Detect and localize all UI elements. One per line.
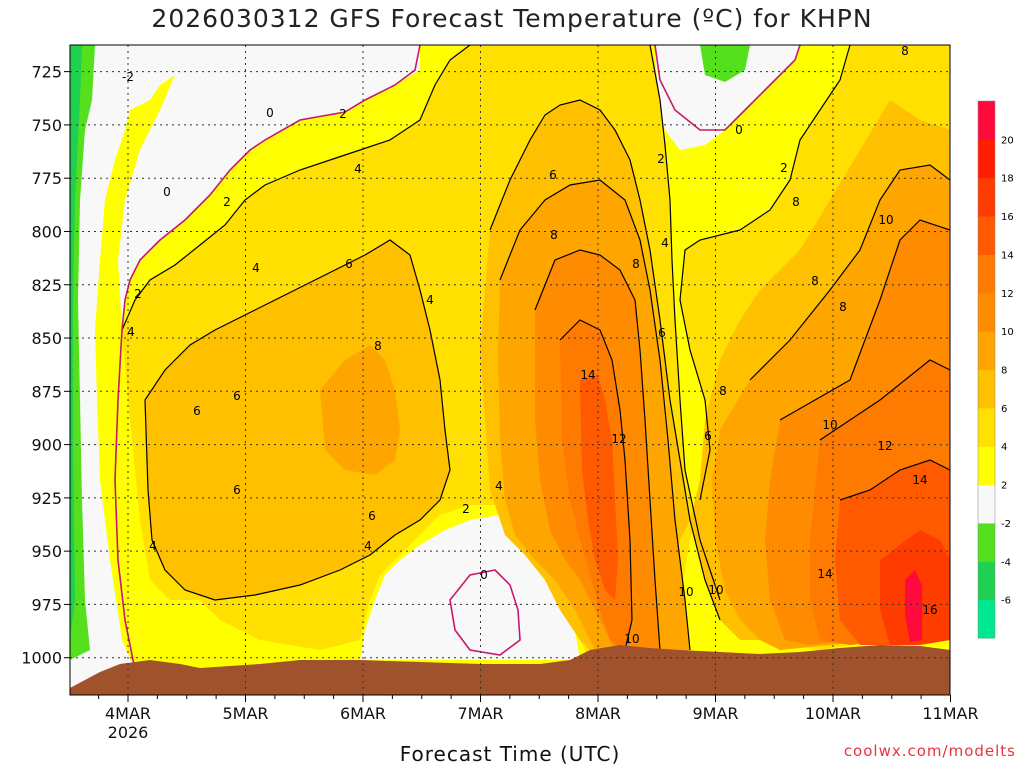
contour-label: 10 xyxy=(708,583,723,597)
contour-label: 8 xyxy=(550,228,558,242)
contour-label: 4 xyxy=(252,261,260,275)
x-tick-label: 8MAR xyxy=(575,704,621,723)
y-tick-label: 900 xyxy=(31,436,62,455)
contour-label: 2 xyxy=(657,152,665,166)
x-tick-label: 10MAR xyxy=(805,704,861,723)
y-tick-label: 800 xyxy=(31,222,62,241)
x-tick-label: 11MAR xyxy=(922,704,978,723)
colorbar-label: 6 xyxy=(1001,404,1007,415)
contour-label: 6 xyxy=(368,509,376,523)
x-tick-label: 5MAR xyxy=(222,704,268,723)
contour-label: 2 xyxy=(223,195,231,209)
colorbar-label: -4 xyxy=(1001,557,1011,568)
colorbar-label: -6 xyxy=(1001,596,1011,607)
colorbar-label: -2 xyxy=(1001,519,1011,530)
colorbar-label: 16 xyxy=(1001,212,1014,223)
y-tick-label: 725 xyxy=(31,63,62,82)
contour-label: 4 xyxy=(495,479,503,493)
colorbar-frame xyxy=(977,100,996,639)
contour-label: 0 xyxy=(480,568,488,582)
contour-label: 8 xyxy=(632,257,640,271)
contour-label: 4 xyxy=(426,293,434,307)
colorbar-label: 4 xyxy=(1001,442,1007,453)
x-tick-label: 7MAR xyxy=(457,704,503,723)
contour-label: 8 xyxy=(839,300,847,314)
colorbar-label: 10 xyxy=(1001,327,1014,338)
chart-title: 2026030312 GFS Forecast Temperature (ºC)… xyxy=(151,4,873,33)
contour-label: 14 xyxy=(912,473,927,487)
x-tick-label: 9MAR xyxy=(692,704,738,723)
colorbar-label: 14 xyxy=(1001,250,1014,261)
colorbar-segment xyxy=(978,599,995,639)
colorbar-segment xyxy=(978,101,995,140)
contour-label: 6 xyxy=(658,326,666,340)
x-tick-label: 6MAR xyxy=(340,704,386,723)
contour-label: 6 xyxy=(549,168,557,182)
x-year-label: 2026 xyxy=(108,723,149,742)
contour-label: 8 xyxy=(811,274,819,288)
contour-label: 12 xyxy=(611,432,626,446)
colorbar-label: 20 xyxy=(1001,135,1014,146)
y-tick-label: 950 xyxy=(31,542,62,561)
contour-label: 2 xyxy=(134,287,142,301)
contour-label: 16 xyxy=(922,603,937,617)
x-tick-label: 4MAR xyxy=(105,704,151,723)
contour-label: 14 xyxy=(817,567,832,581)
contour-label: 4 xyxy=(354,162,362,176)
colorbar-segment xyxy=(978,177,995,217)
contour-label: 4 xyxy=(127,325,135,339)
y-tick-label: 825 xyxy=(31,276,62,295)
contour-label: 6 xyxy=(233,389,241,403)
colorbar-segment xyxy=(978,254,995,294)
contour-label: 0 xyxy=(163,185,171,199)
colorbar-segment xyxy=(978,139,995,179)
contour-label: 12 xyxy=(877,439,892,453)
contour-label: 6 xyxy=(345,257,353,271)
colorbar-segment xyxy=(978,484,995,524)
contour-label: 4 xyxy=(661,236,669,250)
contour-label: 6 xyxy=(193,404,201,418)
colorbar-segment xyxy=(978,561,995,601)
contour-label: -2 xyxy=(122,70,134,84)
colorbar-segment xyxy=(978,369,995,409)
colorbar-label: 2 xyxy=(1001,481,1007,492)
colorbar-segment xyxy=(978,331,995,370)
contour-label: 10 xyxy=(624,632,639,646)
contour-label: 10 xyxy=(878,213,893,227)
colorbar-label: 8 xyxy=(1001,366,1007,377)
y-tick-label: 750 xyxy=(31,116,62,135)
contour-label: 0 xyxy=(735,123,743,137)
contour-label: 6 xyxy=(704,429,712,443)
contour-label: 10 xyxy=(822,418,837,432)
colorbar-label: 18 xyxy=(1001,174,1014,185)
contour-label: 2 xyxy=(339,107,347,121)
contour-label: 8 xyxy=(901,44,909,58)
y-tick-label: 875 xyxy=(31,382,62,401)
colorbar-segment xyxy=(978,446,995,486)
x-axis-label: Forecast Time (UTC) xyxy=(399,742,621,766)
contour-label: 2 xyxy=(462,502,470,516)
contour-label: 6 xyxy=(233,483,241,497)
colorbar-segment xyxy=(978,292,995,332)
y-tick-label: 975 xyxy=(31,595,62,614)
colorbar-segment xyxy=(978,522,995,562)
y-tick-label: 1000 xyxy=(21,649,62,668)
contour-label: 4 xyxy=(364,539,372,553)
contour-label: 10 xyxy=(678,585,693,599)
contour-label: 4 xyxy=(149,539,157,553)
colorbar-segment xyxy=(978,407,995,447)
contour-label: 8 xyxy=(792,195,800,209)
y-tick-label: 775 xyxy=(31,169,62,188)
contour-label: 14 xyxy=(580,368,595,382)
colorbar-label: 12 xyxy=(1001,289,1014,300)
contour-label: 0 xyxy=(266,106,274,120)
credit-link[interactable]: coolwx.com/modelts xyxy=(843,742,1016,760)
contour-label: 8 xyxy=(374,339,382,353)
colorbar-segment xyxy=(978,216,995,255)
contour-label: 2 xyxy=(780,161,788,175)
contour-label: 8 xyxy=(719,384,727,398)
y-tick-label: 925 xyxy=(31,489,62,508)
y-tick-label: 850 xyxy=(31,329,62,348)
